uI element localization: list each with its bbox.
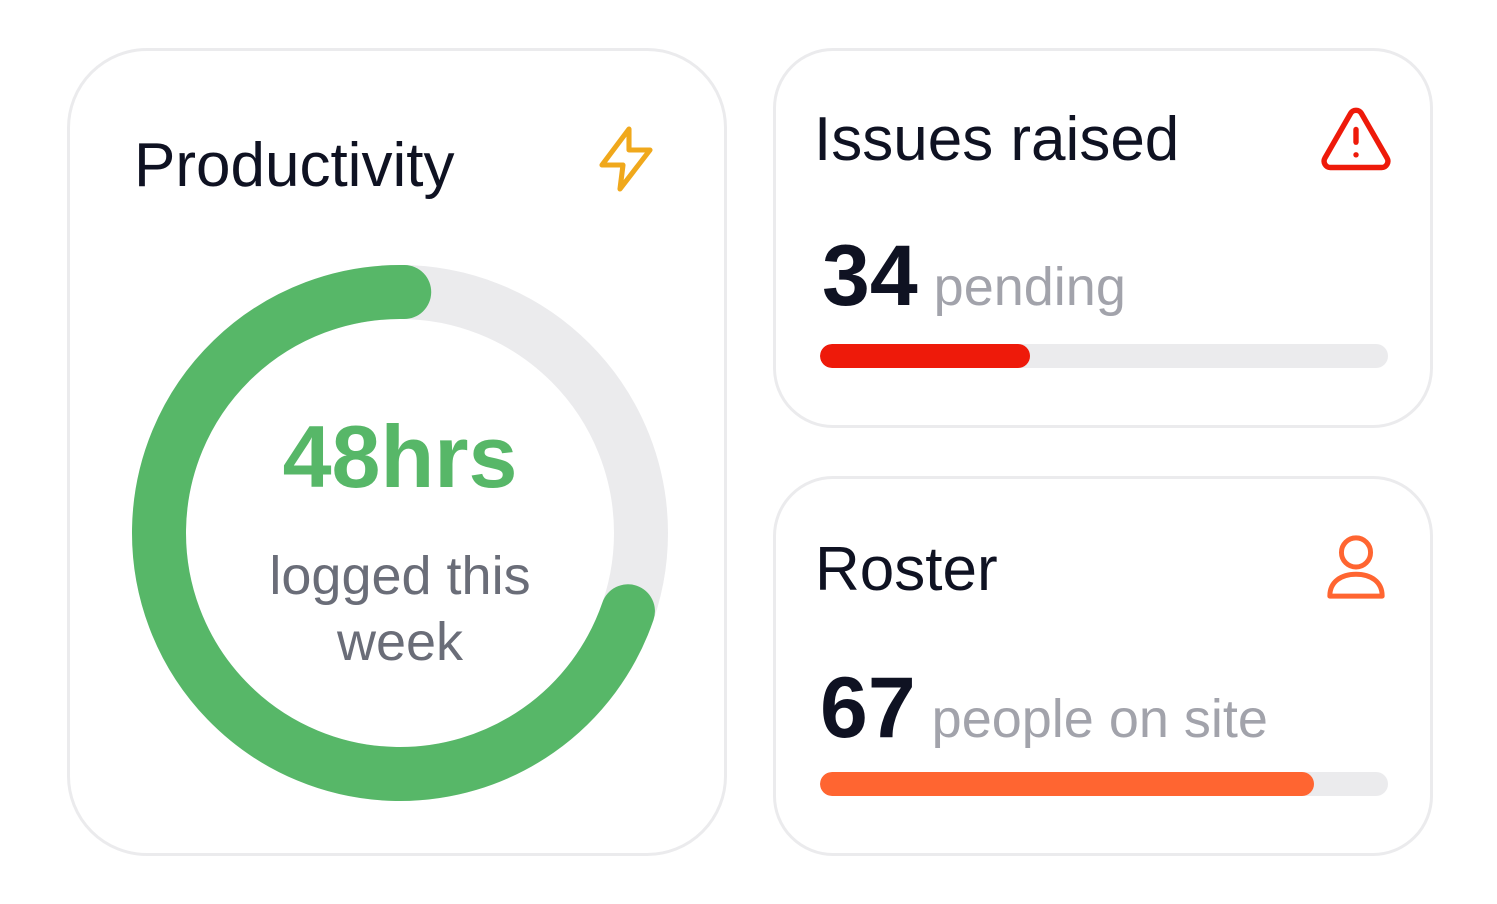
bolt-icon: [599, 126, 653, 192]
issues-card[interactable]: Issues raised 34 pending: [773, 48, 1433, 428]
roster-title: Roster: [815, 535, 998, 604]
productivity-ring: 48hrs logged this week: [130, 263, 670, 803]
issues-count: 34: [822, 228, 918, 324]
alert-triangle-icon: [1321, 107, 1391, 171]
roster-progress-fill: [820, 772, 1315, 796]
productivity-caption: logged this week: [269, 546, 531, 672]
ring-progress-arc: [131, 265, 668, 801]
roster-progress-bar: [820, 772, 1388, 796]
issues-progress-fill: [820, 344, 1031, 368]
issues-stat: 34 pending: [822, 233, 1126, 319]
productivity-card[interactable]: Productivity 48hrs logged this week: [67, 48, 727, 856]
user-icon: [1327, 535, 1385, 599]
issues-progress-bar: [820, 344, 1388, 368]
issues-unit: pending: [933, 257, 1126, 317]
issues-title: Issues raised: [814, 105, 1180, 174]
roster-stat: 67 people on site: [820, 665, 1268, 751]
progress-ring: [131, 265, 668, 801]
productivity-value: 48hrs: [282, 407, 518, 506]
roster-unit: people on site: [931, 689, 1268, 749]
roster-count: 67: [820, 660, 916, 756]
roster-card[interactable]: Roster 67 people on site: [773, 476, 1433, 856]
productivity-title: Productivity: [134, 131, 455, 200]
